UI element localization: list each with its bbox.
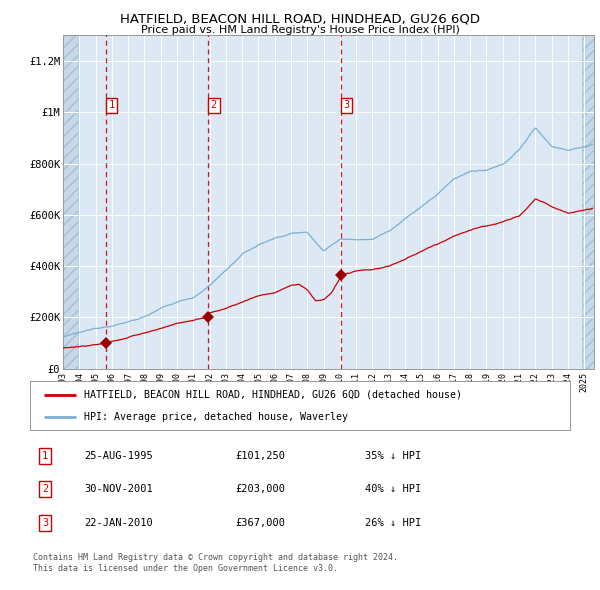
Text: 3: 3	[42, 517, 48, 527]
Text: 2: 2	[211, 100, 217, 110]
Text: HATFIELD, BEACON HILL ROAD, HINDHEAD, GU26 6QD (detached house): HATFIELD, BEACON HILL ROAD, HINDHEAD, GU…	[84, 389, 462, 399]
Text: £367,000: £367,000	[235, 517, 285, 527]
Text: HPI: Average price, detached house, Waverley: HPI: Average price, detached house, Wave…	[84, 412, 348, 422]
Text: 1: 1	[42, 451, 48, 461]
Text: £203,000: £203,000	[235, 484, 285, 494]
Text: HATFIELD, BEACON HILL ROAD, HINDHEAD, GU26 6QD: HATFIELD, BEACON HILL ROAD, HINDHEAD, GU…	[120, 13, 480, 26]
Text: 26% ↓ HPI: 26% ↓ HPI	[365, 517, 421, 527]
Text: 2: 2	[42, 484, 48, 494]
Text: 3: 3	[343, 100, 349, 110]
Text: This data is licensed under the Open Government Licence v3.0.: This data is licensed under the Open Gov…	[33, 564, 338, 573]
Text: 25-AUG-1995: 25-AUG-1995	[84, 451, 153, 461]
Text: Price paid vs. HM Land Registry's House Price Index (HPI): Price paid vs. HM Land Registry's House …	[140, 25, 460, 35]
Text: 22-JAN-2010: 22-JAN-2010	[84, 517, 153, 527]
Bar	[582, 35, 594, 369]
Text: 30-NOV-2001: 30-NOV-2001	[84, 484, 153, 494]
Text: 1: 1	[109, 100, 115, 110]
Text: £101,250: £101,250	[235, 451, 285, 461]
Text: 40% ↓ HPI: 40% ↓ HPI	[365, 484, 421, 494]
Text: 35% ↓ HPI: 35% ↓ HPI	[365, 451, 421, 461]
Bar	[63, 35, 78, 369]
Text: Contains HM Land Registry data © Crown copyright and database right 2024.: Contains HM Land Registry data © Crown c…	[33, 553, 398, 562]
